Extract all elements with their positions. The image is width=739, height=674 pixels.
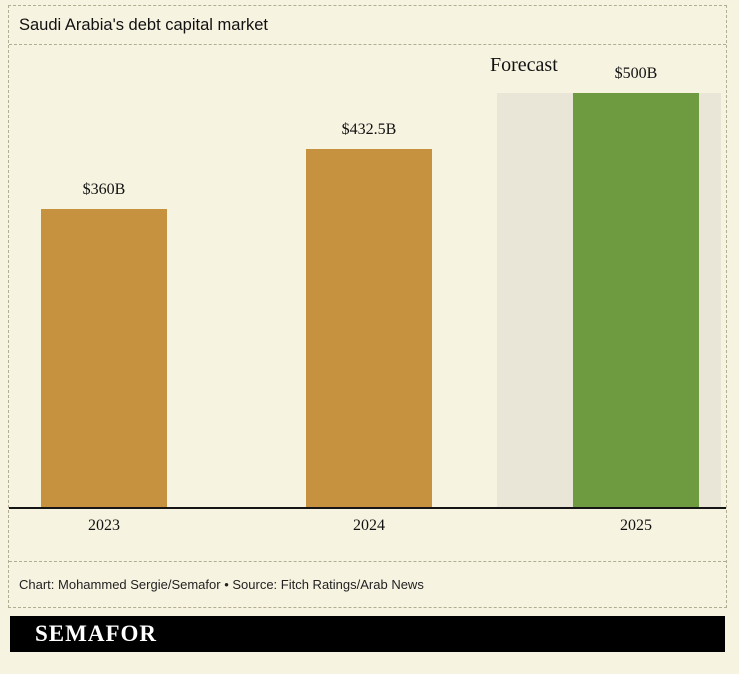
value-label-2023: $360B <box>82 181 126 198</box>
semafor-logo: SEMAFOR <box>35 621 157 646</box>
value-label-2025: $500B <box>614 65 658 82</box>
x-axis-line <box>9 507 726 509</box>
x-tick-2023: 2023 <box>88 517 120 534</box>
caption-row: Chart: Mohammed Sergie/Semafor • Source:… <box>9 561 726 607</box>
chart-card: Saudi Arabia's debt capital market $360B… <box>8 5 727 608</box>
value-label-2024: $432.5B <box>341 121 397 138</box>
semafor-logo-bar: SEMAFOR <box>10 616 725 652</box>
x-tick-2025: 2025 <box>620 517 652 534</box>
x-axis-labels: 2023 2024 2025 <box>9 517 726 543</box>
bar-2023 <box>41 209 167 509</box>
bar-2024 <box>306 149 432 509</box>
caption-text: Chart: Mohammed Sergie/Semafor • Source:… <box>19 577 424 592</box>
bar-2025 <box>573 93 699 509</box>
chart-area: $360B $432.5B $500B 2023 2024 2025 Forecast <box>9 45 726 561</box>
x-tick-2024: 2024 <box>353 517 385 534</box>
chart-plot: $360B $432.5B $500B <box>9 45 726 509</box>
chart-title: Saudi Arabia's debt capital market <box>19 15 268 34</box>
title-row: Saudi Arabia's debt capital market <box>9 6 726 45</box>
forecast-label: Forecast <box>490 54 558 76</box>
